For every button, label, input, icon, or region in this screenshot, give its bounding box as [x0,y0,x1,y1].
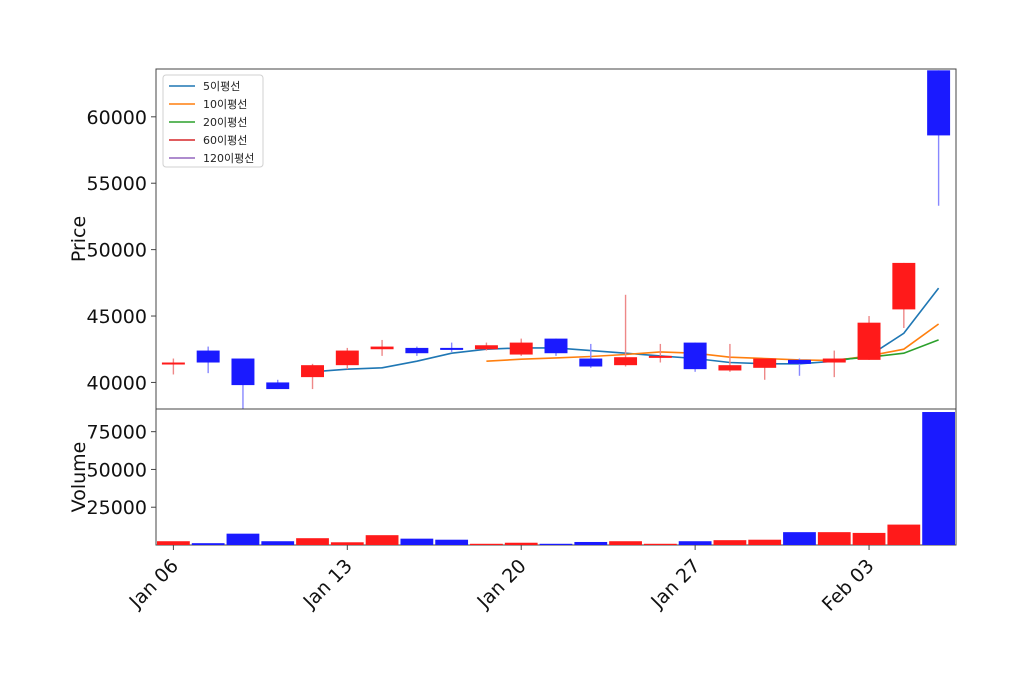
volume-bar [852,532,886,545]
volume-bar [157,541,190,545]
candle-body [161,362,185,365]
price-tick-label: 60000 [87,107,147,129]
price-y-ticks: 40000 45000 50000 55000 60000 [87,107,156,394]
candle-body [788,359,811,364]
volume-tick-label: 25000 [87,497,147,519]
legend-label: 120이평선 [203,152,254,165]
candle-body [301,365,324,378]
candle-body [683,342,707,370]
candle-body [509,342,533,355]
x-tick-label: Jan 20 [472,555,530,613]
volume-tick-label: 75000 [87,422,147,444]
volume-bars [157,412,955,545]
candle-body [231,358,255,386]
volume-bar [643,543,677,545]
volume-plot-frame [155,408,957,546]
x-tick-label: Jan 27 [646,555,704,613]
volume-bar [504,542,538,545]
candle-body [718,365,742,371]
legend-label: 10이평선 [203,98,247,111]
candle-body [927,70,951,136]
volume-y-ticks: 25000 50000 75000 [87,422,156,519]
candle-body [266,382,290,390]
candle-body [440,347,464,350]
price-tick-label: 50000 [87,240,147,262]
volume-bar [748,539,782,545]
price-axis-label: Price [68,216,90,262]
candle-body [648,355,672,358]
candle-body [857,322,881,360]
x-tick-label: Jan 13 [298,555,356,613]
volume-bar [226,533,260,545]
candle-body [544,338,568,354]
legend-label: 20이평선 [203,116,247,129]
candles [161,70,951,409]
price-tick-label: 40000 [87,372,147,394]
volume-bar [330,542,364,545]
volume-panel: 25000 50000 75000 Volume [68,408,957,546]
candle-body [370,346,394,350]
candle-body [753,358,777,368]
volume-axis-label: Volume [68,442,90,513]
volume-bar [435,539,469,545]
volume-bar [574,541,608,545]
candle-body [405,347,429,354]
candle-body [822,358,846,363]
volume-bar [609,541,642,545]
volume-bar [191,543,225,545]
legend-box [162,74,264,168]
volume-bar [470,543,503,545]
legend-label: 5이평선 [203,80,240,93]
price-tick-label: 45000 [87,306,147,328]
volume-tick-label: 50000 [87,459,147,481]
volume-bar [922,412,955,545]
candle-body [474,345,498,350]
legend: 5이평선 10이평선 20이평선 60이평선 120이평선 [162,74,264,168]
volume-bar [539,543,573,545]
candle-body [614,357,638,366]
price-tick-label: 55000 [87,173,147,195]
volume-bar [261,541,295,545]
volume-bar [713,540,747,545]
ma-line [834,339,939,361]
candle-body [196,350,220,363]
candle-body [579,358,603,367]
volume-bar [400,538,434,545]
volume-bar [817,532,851,545]
legend-label: 60이평선 [203,134,247,147]
candle-body [335,350,359,366]
x-tick-label: Feb 03 [818,555,879,616]
x-tick-label: Jan 06 [125,555,183,613]
volume-bar [678,541,712,545]
volume-bar [296,538,329,545]
price-panel: 40000 45000 50000 55000 60000 Price 5이평선 10이평… [68,68,957,410]
candle-body [892,262,916,310]
x-ticks: Jan 06 Jan 13 Jan 20 Jan 27 Feb 03 [125,545,879,616]
volume-bar [365,535,399,545]
volume-bar [783,532,816,545]
volume-bar [887,524,921,545]
